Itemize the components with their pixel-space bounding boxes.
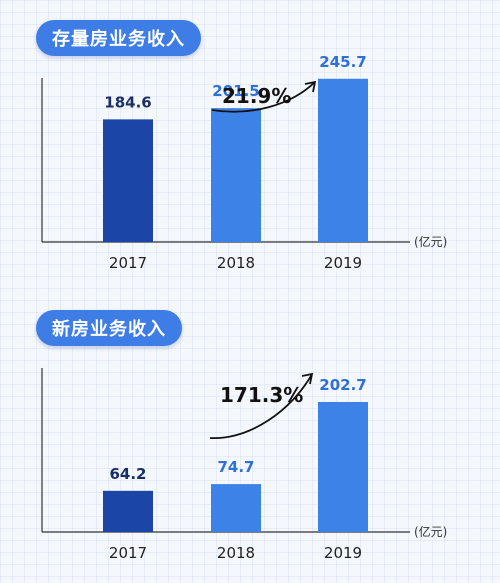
bar-2019 <box>318 78 368 242</box>
data-label: 245.7 <box>319 53 366 71</box>
x-tick-label: 2019 <box>324 544 362 562</box>
unit-label: (亿元) <box>414 524 447 539</box>
chart-panel-new: 新房业务收入 (亿元) 64.2 2017 74.7 2018 202.7 2019 171.… <box>0 290 500 583</box>
data-label: 201.5 <box>212 82 259 100</box>
chart-panel-stock: 存量房业务收入 (亿元) 184.6 2017 201.5 2018 245.7 2019 2… <box>0 0 500 290</box>
bar-2018 <box>211 108 261 243</box>
bar-2017 <box>103 119 153 242</box>
data-label: 64.2 <box>109 465 146 483</box>
data-label: 202.7 <box>319 376 366 394</box>
bar-chart-stock: (亿元) 184.6 2017 201.5 2018 245.7 2019 21.9% <box>41 53 447 272</box>
data-label: 74.7 <box>217 458 254 476</box>
growth-label: 21.9% <box>222 84 291 108</box>
arrow-head-icon <box>304 80 317 93</box>
arrow-head-icon <box>301 372 314 385</box>
x-tick-label: 2017 <box>109 254 147 272</box>
chart-title-pill: 存量房业务收入 <box>36 20 201 56</box>
x-tick-label: 2018 <box>217 544 255 562</box>
data-label: 184.6 <box>104 93 151 111</box>
x-tick-label: 2017 <box>109 544 147 562</box>
x-tick-label: 2019 <box>324 254 362 272</box>
growth-arrow <box>209 373 313 439</box>
bar-2017 <box>103 490 153 532</box>
chart-title-pill: 新房业务收入 <box>36 310 182 346</box>
bar-2019 <box>318 401 368 532</box>
bar-2018 <box>211 484 261 532</box>
unit-label: (亿元) <box>414 234 447 249</box>
x-tick-label: 2018 <box>217 254 255 272</box>
growth-arrow <box>211 81 316 113</box>
